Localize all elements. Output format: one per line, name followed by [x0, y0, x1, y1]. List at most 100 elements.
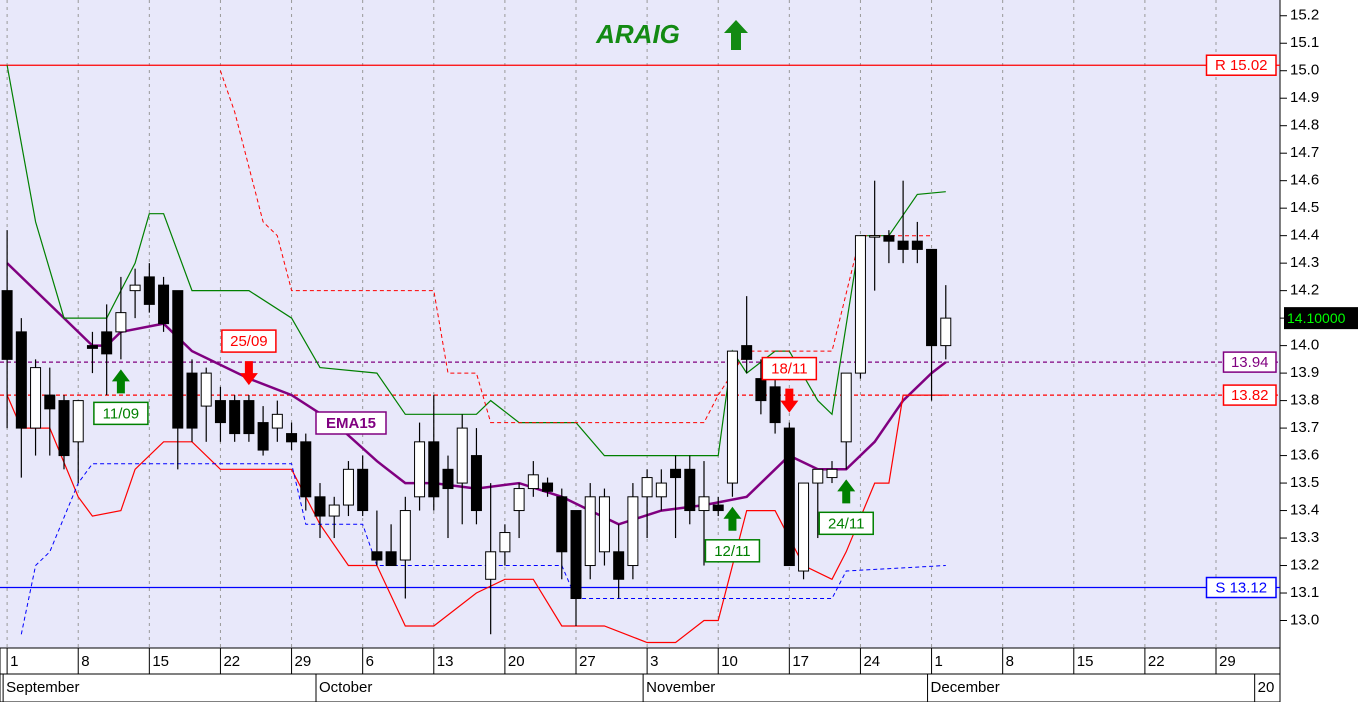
candle-body: [598, 496, 610, 553]
y-tick-label: 14.6: [1290, 172, 1319, 189]
month-label: October: [319, 679, 372, 696]
candle-body: [527, 474, 539, 490]
candle-body: [897, 240, 909, 250]
x-tick-label: 27: [579, 653, 596, 670]
candle-body: [115, 312, 127, 333]
level-label: 13.82: [1231, 387, 1269, 404]
y-tick-label: 15.2: [1290, 7, 1319, 24]
y-tick-label: 15.1: [1290, 34, 1319, 51]
x-tick-label: 8: [1006, 653, 1014, 670]
candle-body: [513, 488, 525, 512]
x-tick-label: 1: [10, 653, 18, 670]
signal-arrow: [111, 369, 130, 394]
x-tick-label: 17: [792, 653, 809, 670]
level-label-box: [1222, 384, 1277, 406]
x-tick-label: 24: [863, 653, 880, 670]
x-tick-label: 3: [650, 653, 658, 670]
signal-arrow: [239, 361, 258, 386]
candle-body: [300, 441, 312, 498]
candle-body: [200, 372, 212, 407]
level-label: S 13.12: [1215, 579, 1267, 596]
x-tick-label: 1: [935, 653, 943, 670]
month-label: September: [6, 679, 79, 696]
y-axis-background: [1280, 0, 1358, 702]
x-tick-label: 15: [152, 653, 169, 670]
candle-body: [44, 394, 56, 410]
candle-body: [698, 496, 710, 512]
x-tick-label: 22: [223, 653, 240, 670]
level-label: 13.94: [1231, 354, 1269, 371]
candle-body: [72, 400, 84, 443]
candle-body: [414, 441, 426, 498]
signal-label: 25/09: [230, 333, 268, 350]
plot-background: [0, 0, 1280, 648]
candle-body: [854, 235, 866, 374]
candle-body: [840, 372, 852, 443]
ema-label-box: [315, 411, 387, 435]
candle-body: [485, 551, 497, 580]
x-axis-background: [0, 647, 1281, 702]
candle-body: [570, 510, 582, 600]
candle-body: [172, 290, 184, 429]
signal-label-box: [93, 401, 149, 426]
candle-body: [158, 284, 170, 325]
y-tick-label: 14.7: [1290, 144, 1319, 161]
signal-label: 18/11: [771, 361, 807, 378]
y-tick-label: 14.3: [1290, 254, 1319, 271]
y-tick-label: 13.3: [1290, 529, 1319, 546]
level-label: R 15.02: [1215, 57, 1268, 74]
candle-body: [584, 496, 596, 567]
candle-body: [186, 372, 198, 429]
candle-body: [428, 441, 440, 498]
x-tick-label: 22: [1148, 653, 1165, 670]
signal-label: 24/11: [828, 515, 864, 532]
candle-body: [243, 400, 255, 435]
candle-body: [1, 290, 13, 360]
y-tick-label: 13.1: [1290, 584, 1319, 601]
candle-body: [399, 510, 411, 561]
chart-title: ARAIG: [595, 19, 680, 49]
candle-body: [101, 331, 113, 355]
candle-body: [286, 433, 298, 443]
y-tick-label: 13.4: [1290, 502, 1319, 519]
candle-body: [229, 400, 241, 435]
candle-body: [926, 248, 938, 347]
candle-body: [556, 496, 568, 553]
candle-body: [129, 284, 141, 292]
y-tick-label: 14.8: [1290, 117, 1319, 134]
y-tick-label: 14.2: [1290, 282, 1319, 299]
candle-body: [271, 413, 283, 429]
signal-label-box: [704, 539, 761, 563]
candle-body: [30, 367, 42, 429]
y-tick-label: 13.8: [1290, 392, 1319, 409]
y-tick-label: 14.4: [1290, 227, 1319, 244]
candle-body: [470, 455, 482, 512]
candle-body: [755, 378, 767, 402]
candle-body: [812, 468, 824, 484]
candle-body: [911, 240, 923, 250]
y-tick-label: 14.5: [1290, 199, 1319, 216]
y-tick-label: 14.9: [1290, 89, 1319, 106]
candle-body: [456, 427, 468, 484]
x-tick-label: 29: [295, 653, 312, 670]
month-label: December: [931, 679, 1000, 696]
candle-body: [357, 468, 369, 512]
candle-body: [314, 496, 326, 517]
candle-body: [869, 235, 881, 238]
y-tick-label: 13.9: [1290, 364, 1319, 381]
candle-body: [641, 477, 653, 498]
candle-body: [371, 551, 383, 561]
signal-arrow: [780, 388, 799, 413]
candle-body: [58, 400, 70, 457]
signal-label-box: [221, 329, 277, 353]
candle-body: [783, 427, 795, 567]
signal-label: 11/09: [103, 405, 139, 422]
y-tick-label: 14.0: [1290, 337, 1319, 354]
last-price-box: [1284, 307, 1358, 330]
x-tick-label: 8: [81, 653, 89, 670]
candle-body: [86, 345, 98, 349]
candle-body: [385, 551, 397, 567]
candle-body: [655, 482, 667, 498]
candle-body: [726, 350, 738, 484]
